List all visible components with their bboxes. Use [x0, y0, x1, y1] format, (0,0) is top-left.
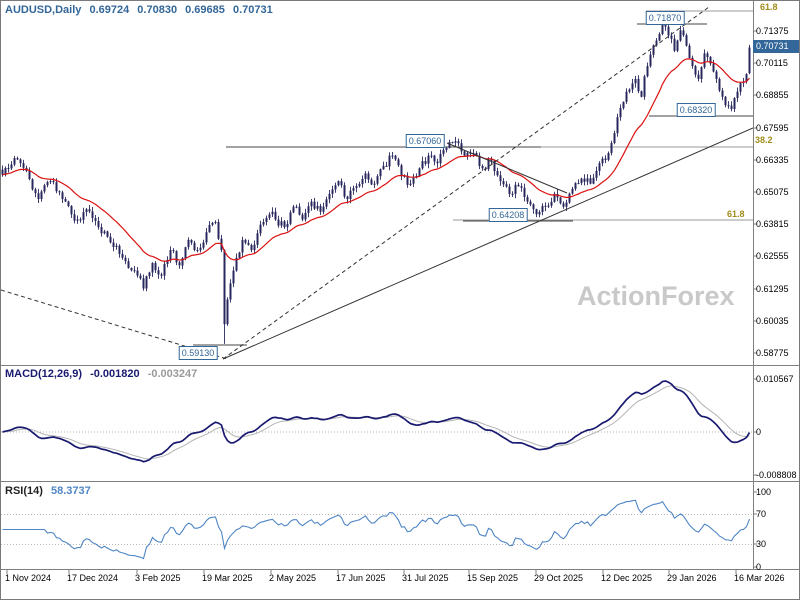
price-level-marker[interactable]: 0.68320	[676, 103, 716, 117]
macd-signal-value: -0.003247	[147, 368, 198, 380]
time-axis-label: 12 Dec 2025	[601, 573, 653, 583]
main-price-axis-label: 0.60035	[756, 316, 789, 326]
price-level-marker[interactable]: 0.71870	[645, 11, 685, 25]
close-value: 0.70731	[232, 4, 273, 16]
time-axis-label: 31 Jul 2025	[402, 573, 449, 583]
time-axis-label: 1 Nov 2024	[5, 573, 52, 583]
high-value: 0.70830	[137, 4, 178, 16]
price-level-marker[interactable]: 0.67060	[405, 134, 445, 148]
fibonacci-label: 61.8	[727, 209, 745, 219]
low-value: 0.69685	[185, 4, 225, 16]
time-axis-label: 17 Jun 2025	[336, 573, 386, 583]
rsi-value: 58.3737	[50, 485, 91, 497]
main-price-axis-label: 0.65075	[756, 187, 789, 197]
fibonacci-label: 61.8	[760, 2, 778, 12]
rsi-axis-label: 0	[756, 562, 762, 572]
time-axis-label: 15 Sep 2025	[467, 573, 519, 583]
symbol-ohlc-header: AUDUSD,Daily 0.69724 0.70830 0.69685 0.7…	[5, 4, 278, 16]
macd-indicator-header: MACD(12,26,9) -0.001820 -0.003247	[5, 368, 202, 380]
macd-axis-label: 0.010567	[756, 374, 794, 384]
rsi-axis-label: 30	[756, 539, 767, 549]
main-price-axis-label: 0.71375	[756, 26, 789, 36]
main-price-axis-label: 0.62555	[756, 251, 789, 261]
time-axis-label: 2 May 2025	[269, 573, 317, 583]
time-axis-label: 19 Mar 2025	[202, 573, 253, 583]
rsi-axis-label: 70	[756, 509, 767, 519]
actionforex-watermark: ActionForex	[577, 281, 735, 311]
time-axis-label: 29 Oct 2025	[534, 573, 584, 583]
open-value: 0.69724	[89, 4, 130, 16]
rsi-indicator-header: RSI(14) 58.3737	[5, 485, 96, 497]
main-price-axis-label: 0.67595	[756, 123, 789, 133]
main-price-axis-label: 0.61295	[756, 284, 789, 294]
macd-axis-label: -0.008808	[756, 470, 797, 480]
symbol-timeframe-label: AUDUSD,Daily	[5, 4, 82, 16]
current-price-tag: 0.70731	[753, 40, 799, 53]
macd-value: -0.001820	[90, 368, 140, 380]
fibonacci-label: 38.2	[755, 135, 773, 145]
rsi-label: RSI(14)	[5, 485, 43, 497]
macd-label: MACD(12,26,9)	[5, 368, 83, 380]
time-axis-label: 29 Jan 2026	[667, 573, 717, 583]
macd-axis-label: 0	[756, 427, 762, 437]
price-level-marker[interactable]: 0.64208	[488, 208, 528, 222]
price-level-marker[interactable]: 0.59130	[178, 346, 218, 360]
time-axis-label: 3 Feb 2025	[135, 573, 181, 583]
time-axis-label: 17 Dec 2024	[67, 573, 119, 583]
main-price-axis-label: 0.68855	[756, 90, 789, 100]
main-price-axis-label: 0.58775	[756, 348, 789, 358]
time-axis-label: 16 Mar 2026	[734, 573, 785, 583]
main-price-axis-label: 0.70115	[756, 58, 788, 68]
rsi-axis-label: 100	[756, 487, 772, 497]
main-price-axis-label: 0.66335	[756, 155, 789, 165]
main-price-axis-label: 0.63815	[756, 219, 789, 229]
